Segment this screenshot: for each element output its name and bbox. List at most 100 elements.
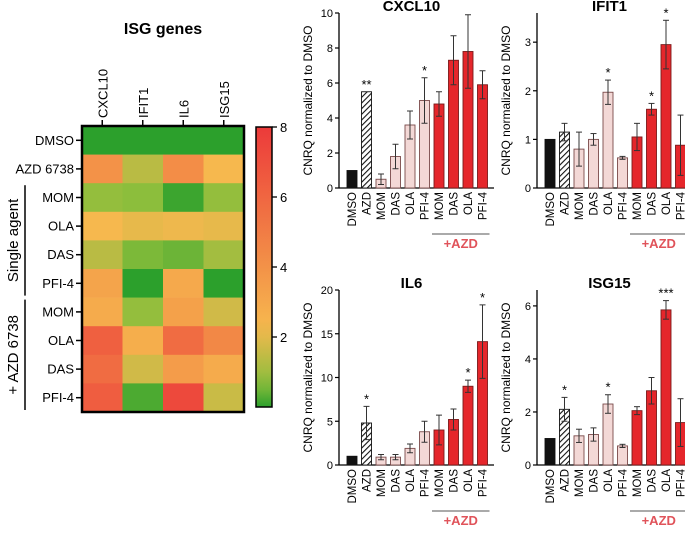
heatmap-cell	[122, 154, 164, 184]
heatmap-column-label: ISG15	[217, 81, 232, 118]
colorbar: 2 4 6 8	[255, 120, 287, 408]
colorbar-tick-label: 8	[280, 120, 287, 135]
heatmap-cell	[163, 354, 204, 384]
x-tick-label: DAS	[391, 469, 403, 493]
heatmap-cell	[163, 326, 204, 356]
x-tick-label: OLA	[405, 469, 417, 492]
heatmap-row-label: OLA	[48, 219, 74, 234]
bar	[346, 170, 358, 189]
heatmap-column-labels: CXCL10 IFIT1 IL6 ISG15	[95, 69, 232, 126]
significance-marker: *	[649, 88, 654, 103]
significance-marker: *	[364, 391, 369, 406]
x-tick-label: AZD	[362, 192, 374, 215]
x-tick-label: MOM	[376, 192, 388, 220]
heatmap-column-label: CXCL10	[95, 69, 110, 118]
x-tick-label: OLA	[661, 192, 673, 215]
bar-chart-title: CXCL10	[383, 0, 441, 15]
cxcl10-bar-chart: CXCL10 CNRQ normalized to DMSO 0 2 4 6 8 10 DMSO…	[301, 0, 494, 251]
heatmap-group-label: + AZD 6738	[5, 315, 22, 395]
heatmap-cell	[122, 269, 164, 298]
heatmap-cell	[203, 269, 245, 298]
x-tick-label: OLA	[603, 192, 615, 215]
heatmap-cell	[82, 126, 123, 155]
x-tick-label: AZD	[362, 469, 374, 492]
heatmap-cell	[122, 326, 164, 356]
heatmap-column-label: IL6	[176, 100, 191, 118]
y-axis-label: CNRQ normalized to DMSO	[499, 25, 513, 175]
heatmap-row-label: MOM	[42, 304, 74, 319]
heatmap-cell	[82, 354, 123, 384]
x-tick-label: PFI-4	[420, 468, 432, 497]
heatmap-cell	[122, 297, 164, 327]
bar	[361, 91, 372, 189]
heatmap-cell	[82, 240, 123, 270]
bar-chart-title: IL6	[401, 275, 423, 292]
bar	[631, 410, 643, 466]
bar	[477, 84, 488, 189]
y-tick-label: 0	[525, 460, 531, 472]
heatmap-cell	[82, 297, 123, 327]
x-tick-label: OLA	[463, 192, 475, 215]
heatmap-cell	[122, 240, 164, 270]
y-tick-label: 0	[327, 183, 333, 195]
heatmap-cells	[80, 124, 246, 414]
bar-chart-title: IFIT1	[592, 0, 627, 15]
x-tick-label: DAS	[647, 469, 659, 493]
x-tick-label: PFI-4	[676, 191, 685, 220]
x-tick-label: DAS	[449, 192, 461, 216]
y-axis-label: CNRQ normalized to DMSO	[499, 302, 513, 452]
x-tick-label: MOM	[376, 469, 388, 497]
heatmap-cell	[203, 211, 245, 241]
heatmap-panel: ISG genes CXCL10 IFIT1 IL6 ISG15 DMSO AZD 67…	[5, 21, 287, 414]
y-tick-label: 5	[327, 416, 333, 428]
significance-marker: *	[422, 63, 427, 78]
x-tick-label: PFI-4	[420, 191, 432, 220]
heatmap-cell	[82, 326, 123, 356]
heatmap-cell	[163, 183, 204, 213]
heatmap-cell	[163, 126, 204, 155]
y-tick-label: 6	[525, 301, 531, 313]
x-tick-label: AZD	[560, 469, 572, 492]
isg15-bar-chart: ISG15 CNRQ normalized to DMSO 0 2 4 6 DMSO * AZD…	[499, 275, 685, 528]
bar	[660, 309, 672, 466]
x-tick-label: PFI-4	[618, 468, 630, 497]
heatmap-cell	[82, 211, 123, 241]
heatmap-cell	[203, 326, 245, 356]
y-tick-label: 6	[327, 78, 333, 90]
group-label: +AZD	[642, 236, 676, 251]
heatmap-cell	[122, 211, 164, 241]
heatmap-cell	[163, 269, 204, 298]
bar-chart-title: ISG15	[588, 275, 631, 292]
y-tick-label: 4	[525, 354, 531, 366]
y-tick-label: 8	[327, 43, 333, 55]
group-label: +AZD	[444, 513, 478, 528]
bar	[462, 385, 474, 466]
heatmap-border	[80, 124, 246, 414]
bar	[617, 157, 628, 189]
x-tick-label: OLA	[661, 469, 673, 492]
x-tick-label: PFI-4	[478, 191, 490, 220]
heatmap-row-label: PFI-4	[42, 390, 74, 405]
x-tick-label: MOM	[574, 469, 586, 497]
x-tick-label: MOM	[632, 192, 644, 220]
heatmap-cell	[203, 354, 245, 384]
heatmap-cell	[122, 183, 164, 213]
x-tick-label: DAS	[391, 192, 403, 216]
group-label: +AZD	[444, 236, 478, 251]
heatmap-row-labels: DMSO AZD 6738 MOM OLA DAS PFI-4 MOM OLA DAS PFI-4	[15, 133, 82, 405]
heatmap-row-groups: Single agent + AZD 6738	[5, 185, 26, 410]
y-tick-label: 2	[327, 148, 333, 160]
heatmap-cell	[163, 211, 204, 241]
x-tick-label: DAS	[589, 192, 601, 216]
bar	[544, 138, 556, 189]
heatmap-cell	[82, 383, 123, 413]
heatmap-cell	[82, 183, 123, 213]
y-axis-label: CNRQ normalized to DMSO	[301, 25, 315, 175]
heatmap-cell	[203, 240, 245, 270]
x-tick-label: DMSO	[545, 192, 557, 227]
heatmap-row-label: DMSO	[35, 133, 74, 148]
significance-marker: ***	[658, 286, 673, 301]
heatmap-row-label: DAS	[47, 247, 74, 262]
